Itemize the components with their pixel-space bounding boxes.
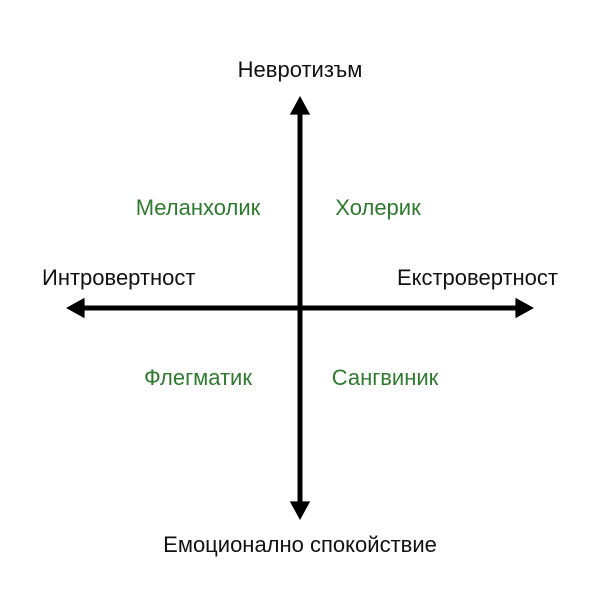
axis-label-right: Екстровертност [397, 265, 558, 291]
axis-label-top: Невротизъм [238, 57, 363, 83]
axes-svg [0, 0, 600, 600]
quadrant-top-right: Холерик [335, 195, 420, 221]
axis-label-bottom: Емоционално спокойствие [163, 532, 437, 558]
axis-label-left: Интровертност [42, 265, 195, 291]
quadrant-bottom-right: Сангвиник [332, 365, 439, 391]
quadrant-top-left: Меланхолик [136, 195, 261, 221]
quadrant-bottom-left: Флегматик [144, 365, 252, 391]
quadrant-diagram: Невротизъм Емоционално спокойствие Интро… [0, 0, 600, 600]
